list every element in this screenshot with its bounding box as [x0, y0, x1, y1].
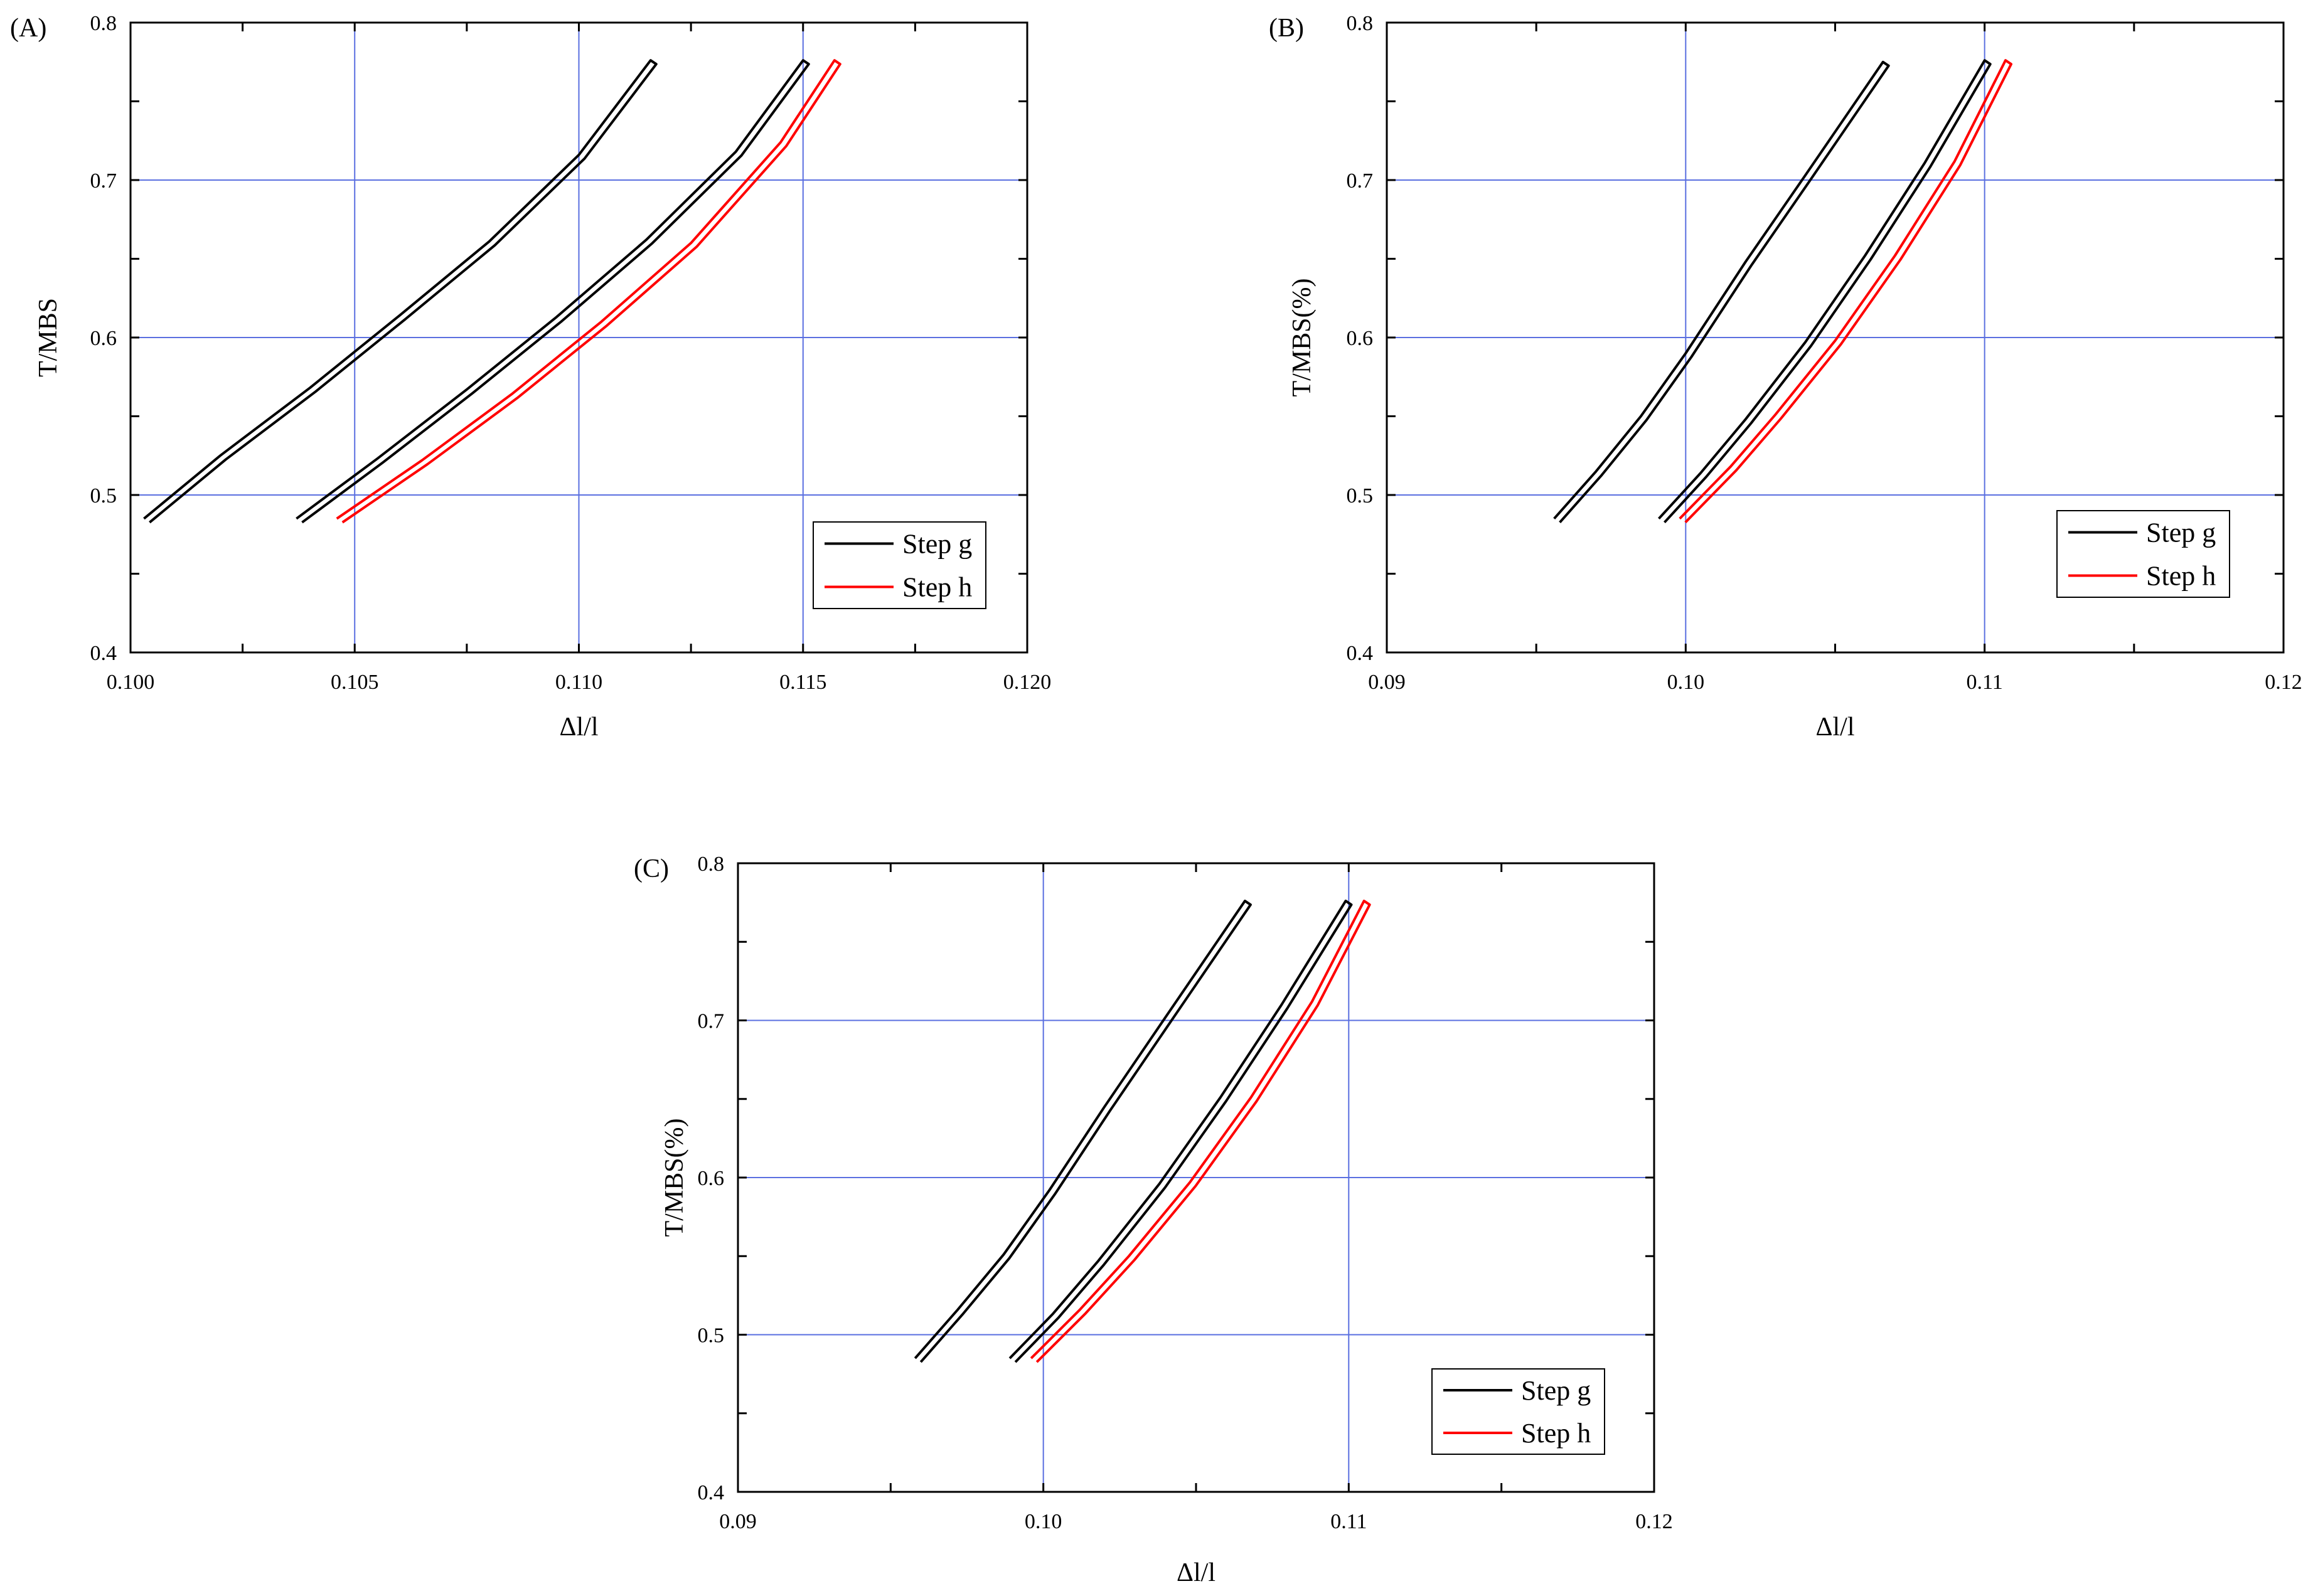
- panel-a-chart: 0.100 0.105 0.110 0.115 0.120 0.4 0.5 0.6 0.7 0.8…: [10, 12, 1051, 742]
- panel-b-x-tick-label: 0.11: [1967, 671, 2003, 694]
- panel-c-y-tick-label: 0.4: [698, 1481, 725, 1504]
- panel-c-legend-label: Step g: [1521, 1375, 1591, 1406]
- panel-c-x-tick-label: 0.11: [1330, 1510, 1367, 1533]
- panel-a-x-tick-label: 0.105: [331, 671, 379, 694]
- panel-c-y-tick-label: 0.8: [698, 853, 725, 876]
- panel-b-y-tick-label: 0.7: [1347, 169, 1374, 193]
- panel-a-y-tick-label: 0.4: [90, 642, 117, 665]
- panel-b-series-step-h-loop-0: [1679, 59, 2012, 524]
- panel-c-series-step-h-loop-0: [1030, 900, 1371, 1363]
- panel-a-y-tick-label: 0.6: [90, 327, 117, 350]
- panel-b-chart: 0.09 0.10 0.11 0.12 0.4 0.5 0.6 0.7 0.8 Δl/l T/MBS…: [1269, 12, 2302, 742]
- panel-c-y-tick-label: 0.5: [698, 1324, 725, 1348]
- panel-a-y-tick-label: 0.8: [90, 12, 117, 35]
- panel-c-y-tick-label: 0.7: [698, 1010, 725, 1033]
- panel-c-legend-label: Step h: [1521, 1418, 1591, 1449]
- panel-c-y-axis-title: T/MBS(%): [660, 1119, 689, 1237]
- panel-c-chart: 0.09 0.10 0.11 0.12 0.4 0.5 0.6 0.7 0.8 Δl/l T/MBS…: [634, 853, 1673, 1587]
- panel-c-series-step-g-loop-0: [914, 900, 1252, 1363]
- panel-a-y-tick-label: 0.7: [90, 169, 117, 193]
- panel-b-y-tick-label: 0.6: [1347, 327, 1374, 350]
- panel-b-legend-box: [2056, 510, 2230, 598]
- panel-a-series-step-g-loop-0: [143, 59, 658, 524]
- panel-c-x-tick-label: 0.12: [1635, 1510, 1673, 1533]
- panel-a-plot-frame: [129, 21, 1028, 654]
- panel-b-y-axis-title: T/MBS(%): [1288, 279, 1317, 397]
- panel-a-x-axis-title: Δl/l: [559, 713, 598, 742]
- panel-a-label: (A): [10, 14, 46, 43]
- panel-c-legend-box: [1431, 1368, 1605, 1455]
- panel-b-plot-frame: [1386, 21, 2285, 654]
- panel-c-y-tick-label: 0.6: [698, 1167, 725, 1190]
- panel-b-x-axis-title: Δl/l: [1815, 713, 1854, 742]
- panel-c-plot-frame: [737, 862, 1655, 1493]
- panel-a-legend-box: [813, 521, 986, 609]
- panel-a-series-step-h-loop-0: [336, 59, 841, 524]
- panel-a-x-tick-label: 0.100: [107, 671, 155, 694]
- panel-b-y-tick-label: 0.8: [1347, 12, 1374, 35]
- panel-b-y-tick-label: 0.4: [1347, 642, 1374, 665]
- panel-a-series-step-g-loop-1: [296, 59, 810, 524]
- panel-b-series-step-g-loop-1: [1658, 59, 1992, 524]
- panel-b-legend-label: Step g: [2146, 518, 2216, 548]
- panel-b-x-tick-label: 0.12: [2265, 671, 2302, 694]
- panel-a-x-tick-label: 0.120: [1003, 671, 1052, 694]
- panel-b-x-tick-label: 0.10: [1667, 671, 1705, 694]
- panel-c-series-step-g-loop-1: [1008, 900, 1353, 1363]
- panel-a-x-tick-label: 0.110: [555, 671, 602, 694]
- panel-a-legend-label: Step g: [902, 529, 972, 560]
- panel-b-legend-label: Step h: [2146, 561, 2216, 592]
- panel-c-x-tick-label: 0.10: [1025, 1510, 1062, 1533]
- panel-b-label: (B): [1269, 14, 1304, 43]
- panel-b-series-step-g-loop-0: [1553, 60, 1890, 524]
- panel-b-y-tick-label: 0.5: [1347, 484, 1374, 508]
- panel-c-label: (C): [634, 854, 669, 883]
- panel-a-x-tick-label: 0.115: [779, 671, 826, 694]
- panel-a-y-axis-title: T/MBS: [34, 298, 63, 377]
- panel-a-legend-label: Step h: [902, 572, 972, 603]
- panel-c-x-tick-label: 0.09: [719, 1510, 757, 1533]
- panel-a-y-tick-label: 0.5: [90, 484, 117, 508]
- panel-c-x-axis-title: Δl/l: [1177, 1558, 1215, 1587]
- panel-b-x-tick-label: 0.09: [1368, 671, 1406, 694]
